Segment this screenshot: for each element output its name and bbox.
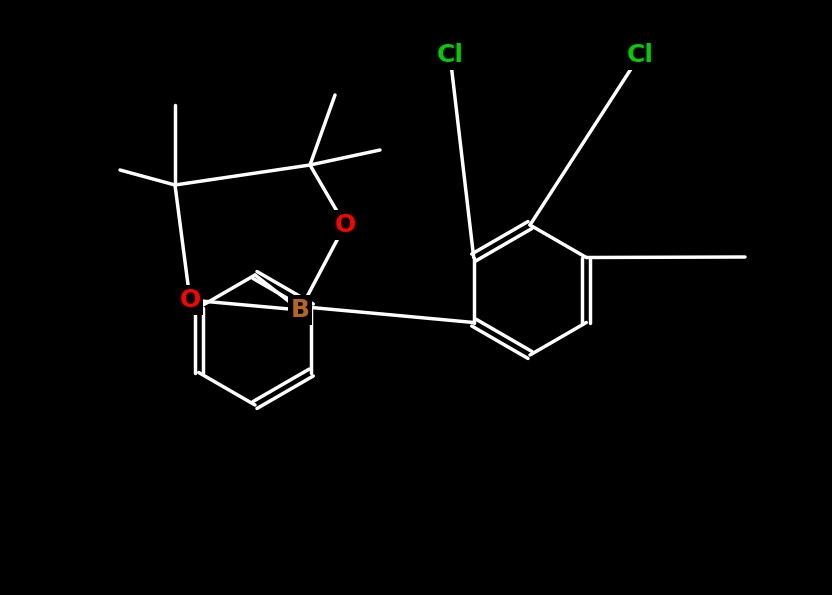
Text: Cl: Cl (437, 43, 463, 67)
Text: B: B (290, 298, 310, 322)
Text: O: O (180, 288, 201, 312)
Text: Cl: Cl (626, 43, 653, 67)
Text: O: O (334, 213, 355, 237)
